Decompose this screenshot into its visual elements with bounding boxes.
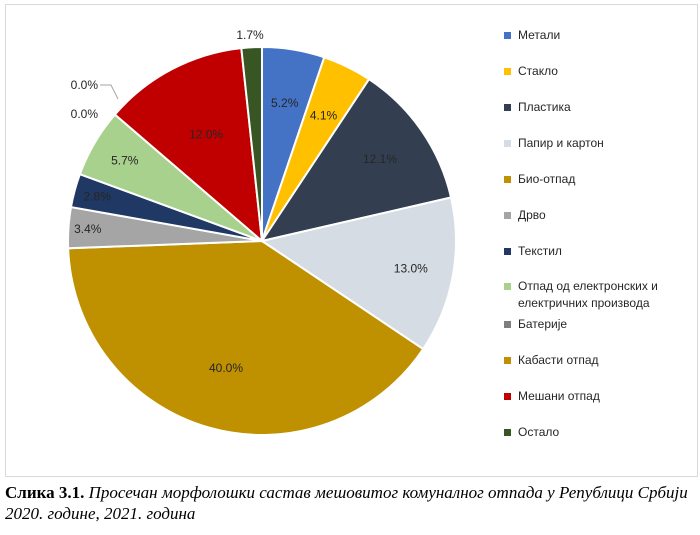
data-label-wood: 3.4%	[74, 222, 102, 236]
legend-swatch	[504, 176, 511, 183]
pie-chart: 5.2% 4.1% 12.1% 13.0% 40.0% 3.4% 2.8% 5.7% 0.0% 0…	[67, 28, 457, 436]
legend-swatch	[504, 104, 511, 111]
legend-label-line1: Отпад од електронских и	[518, 279, 658, 293]
legend-item-mixed: Мешани отпад	[504, 388, 699, 424]
legend-item-batteries: Батерије	[504, 316, 699, 352]
legend-item-textile: Текстил	[504, 243, 699, 278]
legend-label: Отпад од електронских и електричних прои…	[518, 278, 658, 312]
legend-label: Текстил	[518, 244, 562, 258]
legend-swatch	[504, 212, 511, 219]
caption-number: Слика 3.1.	[5, 483, 85, 502]
legend-swatch	[504, 248, 511, 255]
data-label-bio: 40.0%	[209, 361, 243, 375]
legend-label: Дрво	[518, 208, 546, 222]
legend-label-line2: електричних производа	[518, 296, 650, 310]
data-label-glass: 4.1%	[310, 109, 338, 123]
leader-line	[100, 84, 119, 100]
data-label-batteries: 0.0%	[71, 78, 99, 92]
legend-swatch	[504, 283, 511, 290]
data-label-other: 1.7%	[236, 28, 264, 42]
legend-swatch	[504, 357, 511, 364]
pie-slice-plastic	[259, 77, 453, 243]
pie-slice-paper	[259, 196, 457, 351]
pie-slice-mixed	[113, 47, 264, 244]
legend-label: Папир и картон	[518, 136, 604, 150]
legend-item-plastic: Пластика	[504, 99, 699, 135]
figure-caption: Слика 3.1. Просечан морфолошки састав ме…	[5, 482, 700, 524]
legend-item-electronic: Отпад од електронских и електричних прои…	[504, 278, 699, 316]
legend-item-metals: Метали	[504, 27, 699, 63]
legend-label: Остало	[518, 425, 560, 439]
legend-label: Метали	[518, 28, 561, 42]
legend-swatch	[504, 68, 511, 75]
data-label-bulky: 0.0%	[71, 107, 99, 121]
legend-label: Мешани отпад	[518, 389, 600, 403]
legend-item-glass: Стакло	[504, 63, 699, 99]
pie-slice-other	[240, 45, 263, 242]
data-label-plastic: 12.1%	[363, 152, 397, 166]
legend-item-wood: Дрво	[504, 207, 699, 243]
legend-item-bio: Био-отпад	[504, 171, 699, 207]
legend-item-paper: Папир и картон	[504, 135, 699, 171]
legend-swatch	[504, 393, 511, 400]
legend-label: Кабасти отпад	[518, 353, 599, 367]
legend-label: Био-отпад	[518, 172, 576, 186]
data-label-mixed: 12.0%	[189, 128, 223, 142]
data-label-paper: 13.0%	[394, 261, 428, 275]
data-label-electronic: 5.7%	[111, 154, 139, 168]
legend-swatch	[504, 429, 511, 436]
legend-label: Пластика	[518, 100, 571, 114]
legend-label: Стакло	[518, 64, 558, 78]
legend-item-bulky: Кабасти отпад	[504, 352, 699, 388]
data-label-metals: 5.2%	[271, 96, 299, 110]
legend-swatch	[504, 140, 511, 147]
legend-item-other: Остало	[504, 424, 699, 460]
legend-swatch	[504, 32, 511, 39]
legend: Метали Стакло Пластика Папир и картон Би…	[504, 27, 699, 460]
data-label-textile: 2.8%	[84, 190, 112, 204]
caption-text: Просечан морфолошки састав мешовитог ком…	[5, 483, 688, 523]
chart-area: 5.2% 4.1% 12.1% 13.0% 40.0% 3.4% 2.8% 5.7% 0.0% 0…	[5, 4, 698, 477]
legend-label: Батерије	[518, 317, 568, 331]
pie-slice-bio	[67, 239, 425, 436]
legend-swatch	[504, 321, 511, 328]
